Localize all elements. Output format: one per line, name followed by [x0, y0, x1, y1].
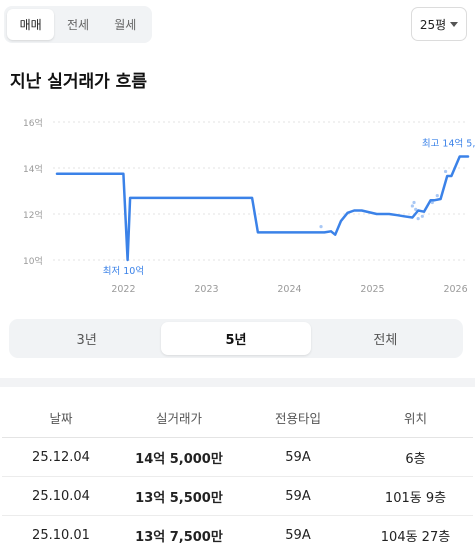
- price-line: [55, 155, 470, 262]
- scatter-point: [412, 200, 416, 205]
- scatter-point: [420, 214, 424, 218]
- tab-monthly-rent[interactable]: 월세: [114, 18, 137, 32]
- row-price: 13억 5,500만: [135, 490, 223, 506]
- row-price: 14억 5,000만: [135, 451, 223, 467]
- row-type: 59A: [285, 449, 311, 465]
- x-tick-label: 2025: [360, 284, 384, 295]
- row-location: 101동 9층: [384, 490, 447, 506]
- price-trend-chart: 10억 12억 14억 16억 2022 2023 2024 2025 2026 최저 10억 최고…: [23, 117, 475, 295]
- x-tick-label: 2022: [111, 284, 135, 295]
- table-row[interactable]: 25.10.04 13억 5,500만 59A 101동 9층: [2, 477, 473, 516]
- chevron-down-icon: [450, 22, 459, 27]
- table-header-row: 날짜 실거래가 전용타입 위치: [2, 398, 473, 438]
- size-dropdown[interactable]: 25평: [411, 7, 467, 41]
- x-tick-label: 2023: [194, 284, 218, 295]
- y-tick-label: 16억: [23, 117, 43, 129]
- table-row[interactable]: 25.12.04 14억 5,000만 59A 6층: [2, 438, 473, 477]
- row-price: 13억 7,500만: [135, 529, 223, 545]
- row-type: 59A: [285, 488, 311, 504]
- max-price-label: 최고 14억 5,000: [422, 138, 475, 150]
- scatter-point: [414, 207, 418, 211]
- deal-type-tabs: 매매 전세 월세: [4, 6, 152, 43]
- row-type: 59A: [285, 527, 311, 543]
- header-date: 날짜: [49, 411, 73, 426]
- table-row[interactable]: 25.10.01 13억 7,500만 59A 104동 27층: [2, 516, 473, 553]
- tab-period-3y[interactable]: 3년: [76, 333, 97, 348]
- row-date: 25.10.01: [32, 527, 90, 543]
- x-tick-label: 2026: [443, 284, 467, 295]
- scatter-point: [410, 204, 414, 208]
- section-title: 지난 실거래가 흐름: [10, 72, 147, 92]
- header-location: 위치: [403, 411, 427, 426]
- transactions-table: 날짜 실거래가 전용타입 위치 25.12.04 14억 5,000만 59A …: [0, 398, 475, 553]
- header-type: 전용타입: [274, 411, 321, 426]
- period-tabs: 3년 5년 전체: [9, 319, 463, 358]
- y-tick-label: 10억: [23, 255, 43, 267]
- section-divider: [0, 378, 475, 387]
- scatter-point: [416, 217, 420, 221]
- y-tick-label: 12억: [23, 209, 43, 221]
- row-location: 104동 27층: [380, 529, 451, 545]
- scatter-point: [443, 169, 448, 174]
- scatter-point: [319, 225, 323, 229]
- tab-sale[interactable]: 매매: [7, 9, 55, 40]
- size-dropdown-value: 25평: [419, 17, 447, 32]
- tab-period-5y[interactable]: 5년: [161, 322, 311, 355]
- row-date: 25.10.04: [32, 488, 90, 504]
- x-tick-label: 2024: [277, 284, 301, 295]
- row-date: 25.12.04: [32, 449, 90, 465]
- header-price: 실거래가: [155, 411, 202, 426]
- tab-jeonse[interactable]: 전세: [66, 18, 90, 32]
- tab-period-all[interactable]: 전체: [373, 333, 398, 348]
- y-tick-label: 14억: [23, 163, 43, 175]
- min-price-label: 최저 10억: [103, 265, 144, 277]
- row-location: 6층: [405, 451, 426, 467]
- scatter-point: [435, 194, 439, 198]
- scatter-point: [430, 200, 434, 205]
